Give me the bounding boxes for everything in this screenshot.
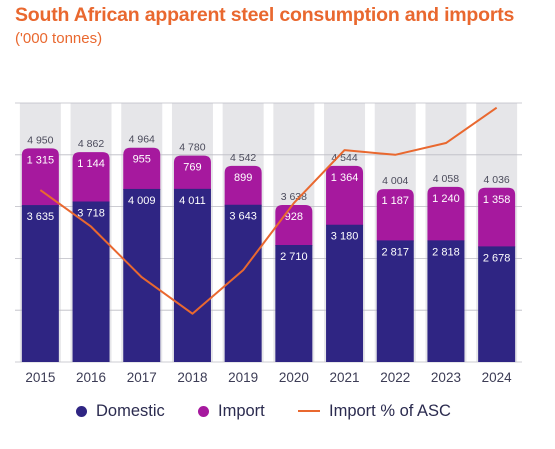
x-axis-tick-label: 2020 [279, 370, 309, 385]
import-value-label: 928 [285, 211, 303, 223]
x-axis-tick-label: 2022 [380, 370, 410, 385]
total-value-label: 4 542 [230, 152, 256, 164]
domestic-bar [275, 245, 313, 362]
x-axis-tick-label: 2024 [482, 370, 513, 385]
total-value-label: 4 036 [484, 174, 510, 186]
domestic-bar [478, 246, 516, 362]
domestic-bar [326, 224, 364, 362]
legend-import-label: Import [218, 401, 265, 420]
legend-domestic-label: Domestic [96, 401, 165, 420]
import-share-line [39, 106, 498, 315]
domestic-bar [123, 188, 161, 362]
import-value-label: 1 240 [432, 193, 460, 205]
total-value-label: 4 950 [27, 134, 53, 146]
total-value-label: 4 004 [382, 175, 408, 187]
import-value-label: 955 [133, 154, 151, 166]
domestic-value-label: 2 817 [381, 246, 409, 258]
x-axis-tick-label: 2021 [330, 370, 360, 385]
legend-import-share-label: Import % of ASC [329, 401, 451, 420]
import-value-label: 769 [183, 162, 201, 174]
total-value-label: 4 780 [179, 142, 205, 154]
import-bar [173, 155, 211, 190]
legend-item-import-share: Import % of ASC [298, 396, 451, 426]
legend-item-import: Import [198, 396, 265, 426]
import-bar [427, 186, 465, 242]
x-axis-tick-label: 2016 [76, 370, 106, 385]
domestic-value-label: 3 718 [77, 208, 105, 220]
import-bar [72, 152, 110, 203]
domestic-value-label: 3 643 [229, 211, 257, 223]
total-value-label: 4 058 [433, 173, 459, 185]
domestic-bar [427, 240, 465, 362]
import-bar [21, 148, 59, 207]
import-value-label: 1 144 [77, 158, 105, 170]
domestic-value-label: 3 635 [27, 211, 55, 223]
import-bar [326, 165, 364, 226]
domestic-value-label: 4 009 [128, 195, 156, 207]
legend-import-swatch [198, 405, 209, 417]
domestic-bar [72, 201, 110, 362]
import-value-label: 1 358 [483, 194, 511, 206]
x-axis-tick-label: 2018 [177, 370, 207, 385]
total-value-label: 4 862 [78, 138, 104, 150]
total-value-label: 4 964 [129, 134, 155, 146]
import-value-label: 899 [234, 172, 252, 184]
x-axis-tick-label: 2017 [127, 370, 157, 385]
stacked-bar-chart: 4 950 1 315 3 635 2015 4 862 1 144 3 718 2016 4 … [15, 102, 522, 385]
domestic-value-label: 3 180 [331, 231, 359, 243]
total-value-label: 4 544 [331, 152, 357, 164]
domestic-value-label: 2 818 [432, 246, 460, 258]
legend-import-share-swatch [298, 410, 320, 412]
x-axis-tick-label: 2019 [228, 370, 258, 385]
chart-title: South African apparent steel consumption… [15, 4, 515, 26]
domestic-bar [21, 205, 59, 362]
domestic-bar [376, 240, 414, 362]
legend-domestic-swatch [76, 405, 87, 417]
import-bar [478, 187, 516, 248]
domestic-value-label: 4 011 [179, 195, 206, 207]
total-value-label: 3 638 [281, 191, 307, 203]
legend-item-domestic: Domestic [76, 396, 165, 426]
x-axis-tick-label: 2015 [25, 370, 55, 385]
domestic-bar [173, 188, 211, 362]
import-bar [224, 165, 262, 206]
import-value-label: 1 187 [381, 195, 409, 207]
domestic-value-label: 2 710 [280, 251, 308, 263]
x-axis-tick-label: 2023 [431, 370, 461, 385]
import-bar [376, 189, 414, 242]
import-value-label: 1 364 [331, 172, 359, 184]
domestic-value-label: 2 678 [483, 252, 511, 264]
chart-subtitle: ('000 tonnes) [15, 30, 103, 47]
import-bar [123, 147, 161, 190]
domestic-bar [224, 204, 262, 362]
import-value-label: 1 315 [27, 154, 55, 166]
chart-legend: Domestic Import Import % of ASC [0, 396, 555, 426]
